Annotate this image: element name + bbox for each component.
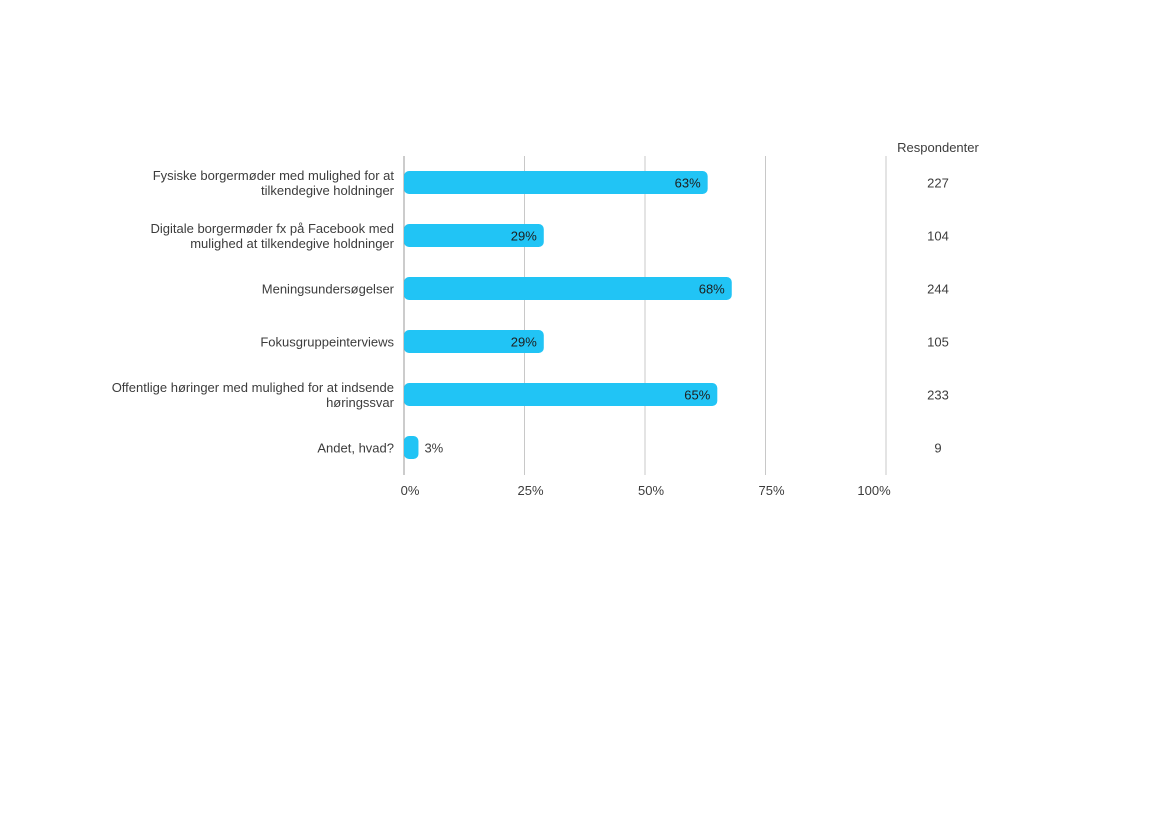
respondent-count: 233 (927, 388, 949, 403)
x-tick-label: 75% (758, 483, 784, 498)
x-tick-label: 0% (401, 483, 420, 498)
category-label: Offentlige høringer med mulighed for at … (112, 380, 394, 395)
respondent-count: 104 (927, 229, 949, 244)
category-label: mulighed at tilkendegive holdninger (190, 236, 394, 251)
x-tick-label: 25% (517, 483, 543, 498)
respondents-header: Respondenter (897, 140, 979, 155)
bar-4 (404, 383, 718, 406)
x-tick-label: 100% (857, 483, 891, 498)
respondent-count: 105 (927, 335, 949, 350)
bar-value-label: 29% (511, 229, 537, 244)
category-label: høringssvar (326, 395, 395, 410)
respondent-count: 227 (927, 176, 949, 191)
bar-3 (404, 330, 544, 353)
bar-value-label: 65% (684, 388, 710, 403)
category-label: tilkendegive holdninger (261, 183, 395, 198)
bar-value-label: 29% (511, 335, 537, 350)
bar-2 (404, 277, 732, 300)
bar-1 (404, 224, 544, 247)
bar-5 (404, 436, 419, 459)
bar-value-label: 68% (699, 282, 725, 297)
category-label: Meningsundersøgelser (262, 282, 395, 297)
respondent-count: 9 (934, 441, 941, 456)
bar-value-label: 3% (424, 441, 443, 456)
category-label: Fokusgruppeinterviews (260, 335, 394, 350)
respondent-count: 244 (927, 282, 949, 297)
category-label: Andet, hvad? (317, 441, 394, 456)
x-tick-label: 50% (638, 483, 664, 498)
bar-0 (404, 171, 708, 194)
category-label: Digitale borgermøder fx på Facebook med (150, 221, 394, 236)
category-label: Fysiske borgermøder med mulighed for at (153, 168, 395, 183)
bar-value-label: 63% (675, 176, 701, 191)
